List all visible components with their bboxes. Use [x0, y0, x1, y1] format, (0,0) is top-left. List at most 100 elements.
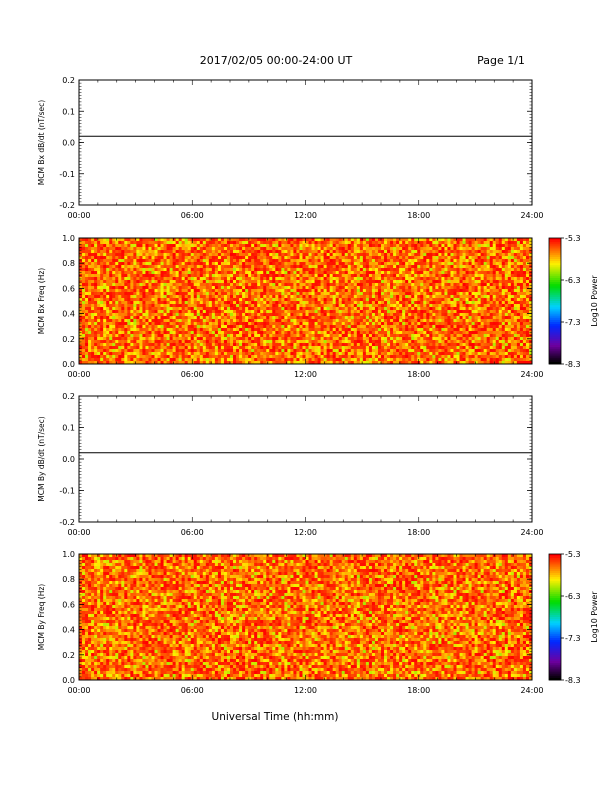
spectrogram-cell: [393, 304, 397, 308]
spectrogram-cell: [254, 280, 258, 284]
spectrogram-cell: [299, 289, 303, 293]
spectrogram-cell: [202, 349, 207, 353]
spectrogram-cell: [399, 238, 403, 242]
spectrogram-cell: [112, 295, 116, 299]
spectrogram-cell: [115, 304, 119, 308]
spectrogram-cell: [169, 238, 174, 242]
spectrogram-cell: [199, 295, 204, 299]
spectrogram-cell: [323, 361, 328, 365]
spectrogram-cell: [405, 316, 409, 320]
spectrogram-cell: [381, 259, 385, 263]
spectrogram-cell: [85, 298, 89, 302]
spectrogram-cell: [230, 247, 234, 251]
spectrogram-cell: [115, 358, 119, 362]
spectrogram-cell: [323, 298, 328, 302]
spectrogram-cell: [199, 247, 204, 251]
spectrogram-cell: [396, 256, 400, 260]
spectrogram-cell: [124, 340, 128, 344]
spectrogram-cell: [133, 316, 137, 320]
spectrogram-cell: [88, 244, 92, 248]
spectrogram-cell: [160, 271, 164, 275]
spectrogram-cell: [305, 253, 309, 257]
spectrogram-cell: [103, 352, 107, 356]
spectrogram-cell: [172, 262, 177, 266]
spectrogram-cell: [245, 349, 249, 353]
spectrogram-cell: [341, 247, 346, 251]
spectrogram-cell: [97, 331, 101, 335]
spectrogram-cell: [281, 256, 285, 260]
spectrogram-cell: [199, 340, 204, 344]
spectrogram-cell: [323, 241, 328, 245]
spectrogram-cell: [408, 292, 412, 296]
spectrogram-cell: [305, 316, 309, 320]
spectrogram-cell: [127, 334, 131, 338]
spectrogram-cell: [205, 319, 210, 323]
spectrogram-cell: [127, 256, 131, 260]
spectrogram-cell: [88, 319, 92, 323]
spectrogram-cell: [314, 295, 318, 299]
spectrogram-cell: [190, 337, 195, 341]
spectrogram-cell: [82, 328, 86, 332]
spectrogram-cell: [139, 301, 143, 305]
spectrogram-cell: [223, 346, 228, 350]
spectrogram-cell: [390, 301, 394, 305]
spectrogram-cell: [160, 250, 164, 254]
spectrogram-cell: [190, 322, 195, 326]
spectrogram-cell: [112, 277, 116, 281]
spectrogram-cell: [290, 265, 294, 269]
spectrogram-cell: [423, 358, 427, 362]
spectrogram-cell: [130, 304, 134, 308]
spectrogram-cell: [287, 313, 291, 317]
spectrogram-cell: [163, 340, 167, 344]
spectrogram-cell: [387, 244, 391, 248]
spectrogram-cell: [226, 352, 231, 356]
spectrogram-cell: [242, 262, 246, 266]
spectrogram-cell: [332, 274, 337, 278]
spectrogram-cell: [371, 298, 376, 302]
spectrogram-cell: [254, 355, 258, 359]
spectrogram-cell: [100, 247, 104, 251]
spectrogram-cell: [350, 280, 355, 284]
spectrogram-cell: [296, 352, 300, 356]
spectrogram-cell: [290, 247, 294, 251]
spectrogram-cell: [136, 319, 140, 323]
spectrogram-cell: [223, 238, 228, 242]
spectrogram-cell: [278, 325, 282, 329]
spectrogram-cell: [323, 256, 328, 260]
spectrogram-cell: [387, 331, 391, 335]
spectrogram-cell: [217, 361, 222, 365]
spectrogram-cell: [359, 280, 364, 284]
spectrogram-cell: [154, 295, 158, 299]
spectrogram-cell: [287, 361, 291, 365]
spectrogram-cell: [82, 283, 86, 287]
spectrogram-cell: [266, 268, 270, 272]
spectrogram-cell: [109, 253, 113, 257]
spectrogram-cell: [374, 301, 379, 305]
spectrogram-cell: [353, 241, 358, 245]
spectrogram-cell: [320, 310, 325, 314]
spectrogram-cell: [332, 247, 337, 251]
spectrogram-cell: [142, 343, 146, 347]
spectrogram-cell: [178, 316, 183, 320]
spectrogram-cell: [381, 319, 385, 323]
spectrogram-cell: [88, 286, 92, 290]
spectrogram-cell: [130, 316, 134, 320]
spectrogram-cell: [94, 298, 98, 302]
spectrogram-cell: [299, 355, 303, 359]
spectrogram-cell: [133, 361, 137, 365]
spectrogram-cell: [269, 271, 273, 275]
spectrogram-cell: [236, 298, 240, 302]
spectrogram-cell: [145, 361, 149, 365]
spectrogram-cell: [284, 265, 288, 269]
spectrogram-cell: [374, 238, 379, 242]
spectrogram-cell: [356, 271, 361, 275]
spectrogram-cell: [381, 280, 385, 284]
spectrogram-cell: [103, 247, 107, 251]
spectrogram-cell: [405, 358, 409, 362]
spectrogram-cell: [245, 244, 249, 248]
spectrogram-cell: [163, 346, 167, 350]
spectrogram-cell: [148, 307, 152, 311]
spectrogram-cell: [208, 331, 213, 335]
spectrogram-cell: [245, 355, 249, 359]
spectrogram-cell: [269, 340, 273, 344]
